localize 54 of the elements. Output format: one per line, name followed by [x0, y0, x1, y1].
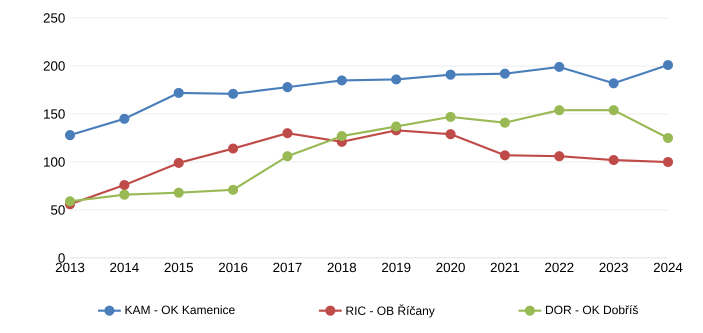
x-tick-label: 2019 — [382, 262, 410, 272]
y-tick-label: 200 — [44, 61, 65, 71]
x-tick-label: 2024 — [654, 262, 682, 272]
x-tick-label: 2018 — [328, 262, 356, 272]
point — [445, 112, 456, 122]
point — [119, 190, 130, 200]
point — [174, 88, 184, 98]
point — [228, 184, 238, 195]
point — [228, 88, 238, 99]
point — [554, 62, 564, 72]
point — [282, 82, 293, 92]
x-tick-label: 2021 — [490, 262, 520, 272]
legend-label: DOR - OK Dobříš — [546, 305, 638, 314]
point — [64, 196, 76, 206]
legend-label: RIC - OB Říčany — [346, 304, 435, 318]
point — [445, 129, 456, 140]
x-tick-label: 2016 — [218, 262, 248, 272]
y-tick-label: 250 — [44, 13, 65, 23]
y-tick-label: 50 — [51, 205, 65, 215]
x-tick-label: 2013 — [56, 262, 84, 272]
point — [554, 151, 564, 162]
point — [608, 78, 619, 88]
x-tick-label: 2015 — [164, 262, 193, 272]
point — [391, 74, 402, 85]
point — [119, 180, 130, 190]
point — [336, 75, 347, 86]
y-tick-label: 100 — [44, 157, 65, 167]
point — [282, 151, 293, 162]
point — [119, 114, 130, 124]
point — [282, 128, 293, 138]
x-tick-label: 2017 — [273, 262, 302, 272]
point — [500, 68, 510, 79]
point — [445, 70, 456, 80]
point — [174, 158, 184, 168]
y-tick-label: 0 — [58, 253, 65, 263]
point — [608, 155, 619, 166]
x-tick-label: 2014 — [110, 262, 139, 272]
point — [500, 118, 510, 128]
point — [662, 60, 674, 70]
point — [174, 188, 184, 198]
point — [336, 131, 347, 142]
point — [662, 156, 674, 168]
point — [391, 121, 402, 132]
point — [500, 150, 510, 160]
y-tick-label: 150 — [44, 109, 65, 119]
legend-label: KAM - OK Kamenice — [126, 305, 235, 314]
point — [608, 105, 619, 116]
point — [554, 105, 564, 116]
point — [64, 130, 76, 140]
x-tick-label: 2022 — [545, 262, 574, 272]
point — [228, 143, 238, 154]
x-tick-label: 2023 — [599, 262, 628, 272]
x-tick-label: 2020 — [436, 262, 465, 272]
point — [662, 132, 674, 144]
